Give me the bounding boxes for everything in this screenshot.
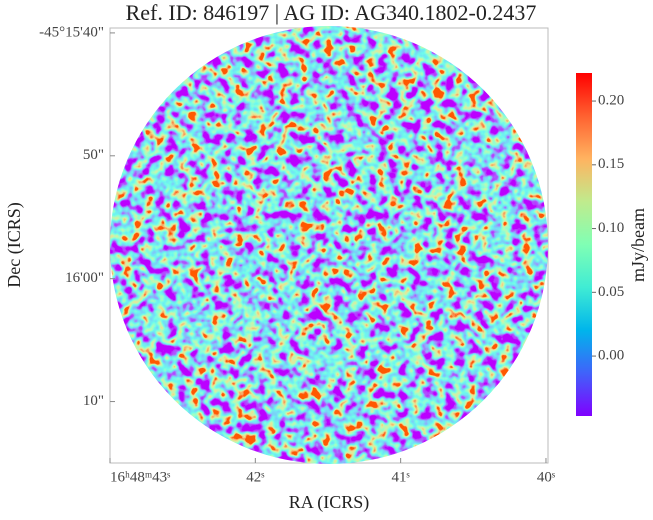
y-tick-label: 50" bbox=[83, 147, 104, 163]
colorbar-label: mJy/beam bbox=[628, 208, 648, 282]
y-axis-label: Dec (ICRS) bbox=[4, 202, 25, 287]
x-tick-label: 42ˢ bbox=[246, 469, 264, 485]
y-tick-label: -45°15'40" bbox=[39, 24, 104, 40]
y-tick-label: 16'00" bbox=[65, 270, 104, 286]
colorbar-tick-label: 0.10 bbox=[598, 220, 624, 236]
x-tick-label: 40ˢ bbox=[537, 469, 555, 485]
colorbar-tick-label: 0.20 bbox=[598, 92, 624, 108]
colorbar-tick-label: 0.15 bbox=[598, 156, 624, 172]
chart-title: Ref. ID: 846197 | AG ID: AG340.1802-0.24… bbox=[126, 0, 537, 25]
x-axis-label: RA (ICRS) bbox=[289, 492, 370, 513]
colorbar bbox=[576, 73, 592, 416]
x-tick-label: 41ˢ bbox=[392, 469, 410, 485]
colorbar-tick-label: 0.00 bbox=[598, 348, 624, 364]
noise-field bbox=[110, 26, 548, 464]
y-tick-label: 10" bbox=[83, 393, 104, 409]
image-map bbox=[110, 26, 548, 464]
colorbar-tick-label: 0.05 bbox=[598, 284, 624, 300]
x-tick-label: 16ʰ48ᵐ43ˢ bbox=[110, 469, 170, 485]
